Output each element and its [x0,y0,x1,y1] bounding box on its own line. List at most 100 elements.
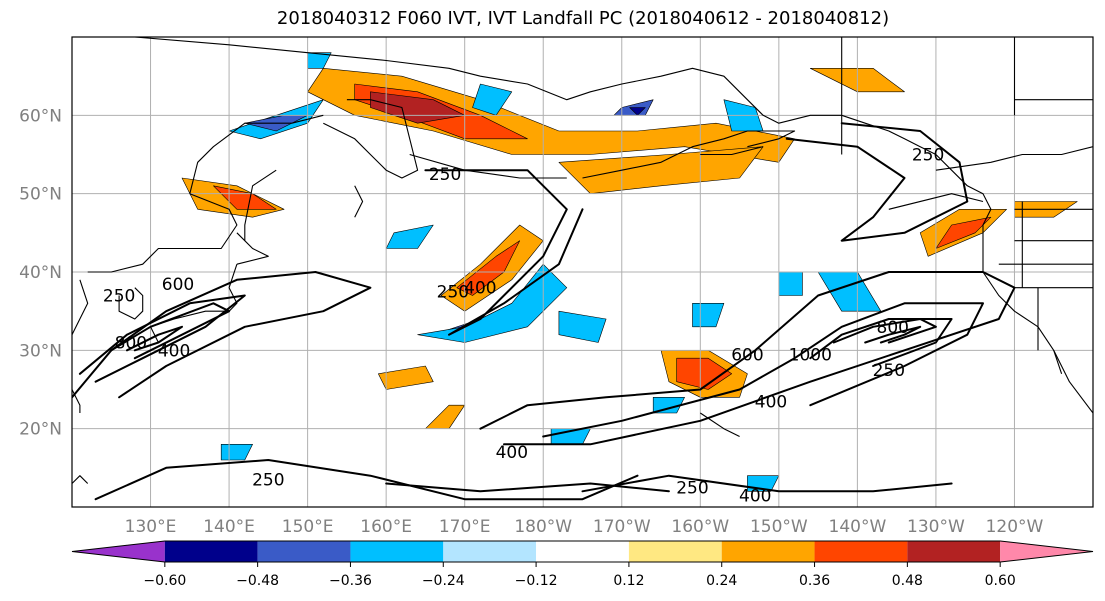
contour-label-10: 400 [739,486,771,506]
lon-label-1: 140°E [203,517,255,537]
coastline-7 [72,279,89,335]
colorbar-swatch-10 [1000,541,1093,562]
contour-label-5: 800 [115,334,147,354]
ivt-contour-250-5 [94,459,639,501]
ivt-pc-shade-20 [629,107,646,116]
colorbar-label-9: 0.60 [985,573,1016,589]
contour-label-0: 250 [429,165,461,185]
colorbar-label-1: −0.48 [236,573,279,589]
colorbar-label-3: −0.24 [422,573,465,589]
ivt-contour-400-7 [542,302,984,438]
lon-label-3: 160°E [360,517,412,537]
ivt-pc-shade-16 [425,404,466,430]
ivt-pc-shade-28 [385,224,434,249]
colorbar-swatch-5 [536,541,629,562]
ivt-pc-shade-26 [692,302,725,328]
coastline-12 [409,153,567,179]
colorbar-label-7: 0.36 [799,573,830,589]
contour-label-12: 600 [731,345,763,365]
colorbar-swatch-6 [628,541,722,562]
lon-label-10: 130°W [907,517,965,537]
colorbar-swatch-4 [443,541,537,562]
colorbar-label-2: −0.36 [329,573,372,589]
map-frame [71,36,1094,508]
colorbar-swatch-9 [907,541,1001,562]
colorbar-swatch-8 [814,541,908,562]
ivt-pc-shade-11 [676,357,733,390]
lon-label-9: 140°W [829,517,887,537]
coastline-26 [699,412,740,437]
lat-label-1: 30°N [19,341,62,361]
coastline-6 [118,287,144,320]
lat-label-4: 60°N [19,106,62,126]
contour-label-9: 250 [676,478,708,498]
coastline-10 [87,114,324,273]
ivt-pc-shade-29 [652,396,685,414]
colorbar-swatch-7 [721,541,815,562]
ivt-pc-shade-32 [220,443,253,461]
ivt-pc-shade-7 [456,240,521,296]
contour-label-4: 250 [103,287,135,307]
contour-label-8: 400 [496,443,528,463]
coastline-13 [700,146,764,156]
ivt-contour-250-11 [785,122,969,242]
colorbar-label-4: −0.12 [515,573,558,589]
coastline-11 [582,130,796,179]
colorbar-label-5: 0.12 [613,573,644,589]
lon-label-6: 170°W [593,517,651,537]
contour-label-15: 250 [873,361,905,381]
coastline-14 [888,193,984,210]
colorbar-label-8: 0.48 [892,573,923,589]
contour-label-11: 400 [755,392,787,412]
coastline-25 [1053,350,1063,374]
ivt-contour-250-1 [72,271,372,399]
ivt-contour-400-2 [78,294,246,383]
ivt-contour-250-0 [424,169,584,336]
ivt-pc-shade-25 [778,271,803,296]
coastline-1 [323,99,419,179]
ivt-contour-250-13 [385,482,670,493]
lat-label-3: 50°N [19,185,62,205]
coastline-9 [72,475,89,484]
lon-label-7: 160°W [671,517,729,537]
coastline-3 [244,169,277,241]
ivt-pc-shade-27 [558,310,607,343]
colorbar-label-0: −0.60 [143,573,186,589]
lon-label-11: 120°W [986,517,1044,537]
figure-title: 2018040312 F060 IVT, IVT Landfall PC (20… [276,8,890,29]
coastline-0 [134,37,1093,414]
lon-label-2: 150°E [282,517,334,537]
contour-label-16: 250 [912,146,944,166]
lon-label-5: 180°W [514,517,572,537]
lon-label-8: 150°W [750,517,808,537]
ivt-contour-400-12 [581,474,953,493]
contour-label-1: 250 [437,283,469,303]
ivt-contour-600-3 [110,302,231,360]
contour-label-3: 600 [162,275,194,295]
colorbar-label-6: 0.24 [706,573,737,589]
ivt-pc-shade-17 [377,365,434,390]
colorbar-swatch-1 [164,541,258,562]
lon-label-4: 170°E [439,517,491,537]
colorbar-swatch-3 [350,541,444,562]
ivt-contour-250-6 [479,271,1016,446]
ivt-contour-1000-10 [864,325,922,344]
contour-label-6: 400 [158,341,190,361]
ivt-pc-shade-14 [935,216,992,249]
lat-label-2: 40°N [19,263,62,283]
colorbar-swatch-2 [257,541,351,562]
contour-label-13: 1000 [789,345,832,365]
contour-label-14: 800 [877,318,909,338]
coastline-2 [354,185,364,218]
colorbar-swatch-0 [72,541,165,562]
coastline-4 [236,232,269,265]
ivt-contour-800-4 [126,325,183,352]
contour-label-7: 250 [252,471,284,491]
contour-label-2: 400 [464,279,496,299]
ivt-contour-800-9 [832,318,937,344]
lat-label-0: 20°N [19,420,62,440]
coastline-19 [935,146,1093,171]
lon-label-0: 130°E [125,517,177,537]
